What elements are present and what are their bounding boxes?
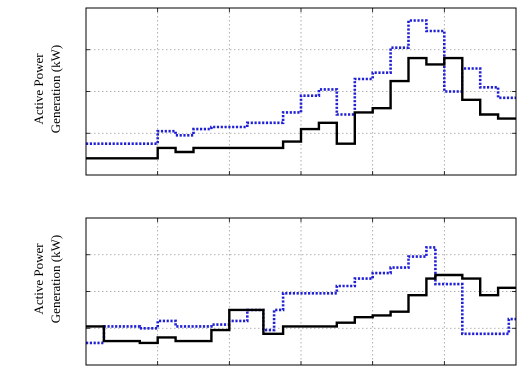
panel-1-series-1-line <box>86 19 516 145</box>
panel-1-ylabel-line-2: Generation (kW) <box>48 44 63 134</box>
panel-1-series-2-line <box>86 56 516 160</box>
panel-2-plot-frame <box>85 217 517 366</box>
panel-1-ylabel-line-1: Active Power <box>31 53 46 125</box>
panel-2-ylabel-line-2: Generation (kW) <box>48 234 63 324</box>
panel-1-plot-frame <box>85 7 517 176</box>
panel-2-ylabel-line-1: Active Power <box>31 243 46 315</box>
panel-1-y-axis-label: Active Power Generation (kW) <box>30 24 64 154</box>
panel-2-series-1-line <box>86 246 516 345</box>
panel-2-series-2-line <box>86 273 516 345</box>
panel-2-y-axis-label: Active Power Generation (kW) <box>30 214 64 344</box>
